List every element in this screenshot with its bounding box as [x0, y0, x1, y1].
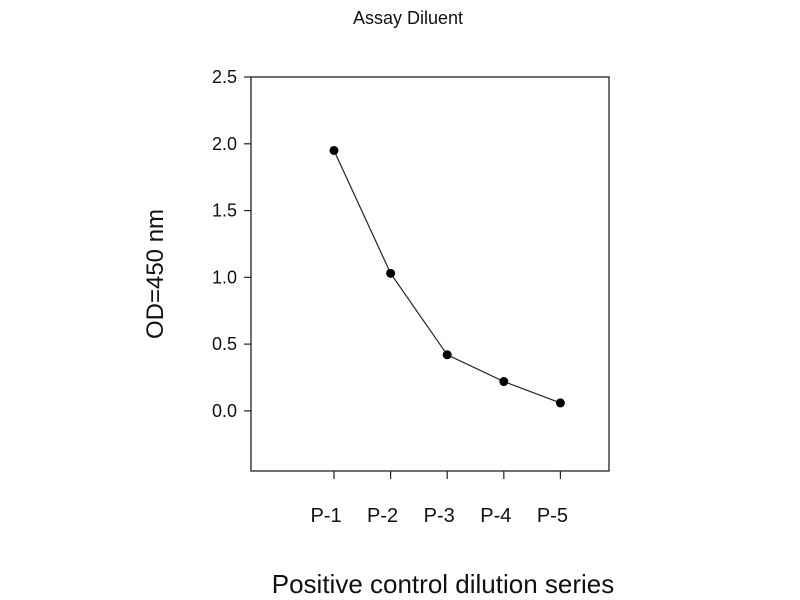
y-tick-label: 1.5: [212, 201, 237, 221]
y-tick-label: 1.0: [212, 267, 237, 287]
plot-frame: [250, 76, 610, 472]
y-axis-label: OD=450 nm: [142, 209, 169, 339]
data-point-P-1: [329, 145, 339, 155]
data-point-P-5: [555, 398, 565, 408]
y-tick-label: 2.0: [212, 134, 237, 154]
x-tick-label: P-3: [424, 505, 455, 527]
data-point-P-2: [386, 268, 396, 278]
x-tick-label: P-5: [537, 505, 568, 527]
y-tick-label: 2.5: [212, 67, 237, 87]
x-tick-label: P-1: [310, 505, 341, 527]
chart-title: Assay Diluent: [353, 8, 463, 28]
y-tick-label: 0.5: [212, 334, 237, 354]
x-tick-label: P-4: [480, 505, 511, 527]
data-point-P-3: [442, 350, 452, 360]
x-axis-label: Positive control dilution series: [272, 569, 615, 599]
x-tick-label: P-2: [367, 505, 398, 527]
y-tick-label: 0.0: [212, 401, 237, 421]
series-line: [333, 150, 561, 404]
data-point-P-4: [499, 377, 509, 387]
